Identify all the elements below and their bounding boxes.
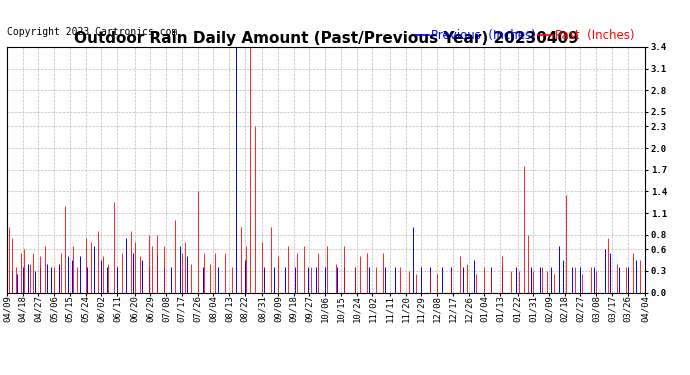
Legend: Previous  (Inches), Past  (Inches): Previous (Inches), Past (Inches)	[410, 24, 639, 47]
Text: Copyright 2023 Cartronics.com: Copyright 2023 Cartronics.com	[7, 27, 177, 37]
Title: Outdoor Rain Daily Amount (Past/Previous Year) 20230409: Outdoor Rain Daily Amount (Past/Previous…	[74, 31, 578, 46]
